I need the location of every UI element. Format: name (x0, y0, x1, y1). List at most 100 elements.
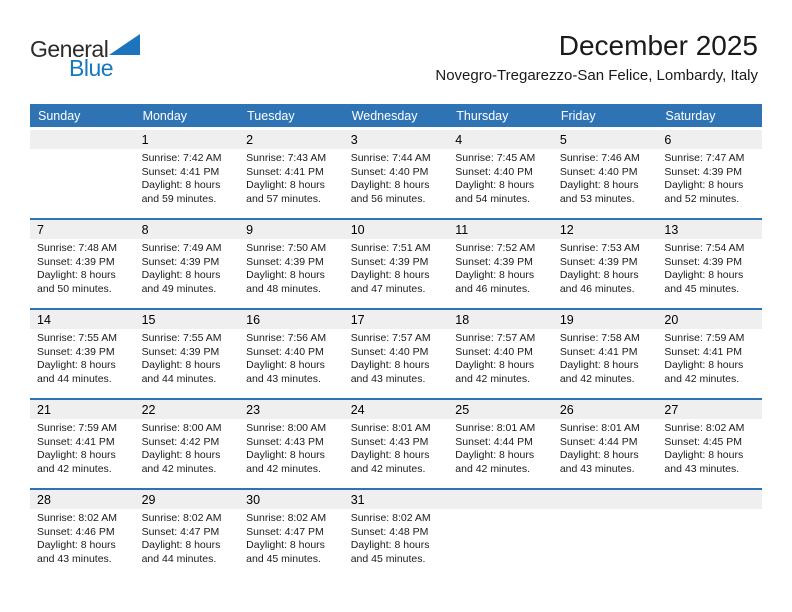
day-number (552, 490, 658, 509)
day-number: 20 (657, 310, 762, 329)
sunset-text: Sunset: 4:42 PM (141, 435, 220, 448)
daylight-text: Daylight: 8 hours and 49 minutes. (141, 269, 221, 295)
sunrise-text: Sunrise: 7:43 AM (246, 152, 327, 164)
weeks-container: 1 Sunrise: 7:42 AM Sunset: 4:41 PM Daylight… (30, 130, 762, 578)
daylight-text: Daylight: 8 hours and 45 minutes. (664, 269, 744, 295)
sunset-text: Sunset: 4:39 PM (246, 255, 324, 268)
sunset-text: Sunset: 4:43 PM (246, 435, 324, 448)
week-row-1: 1 Sunrise: 7:42 AM Sunset: 4:41 PM Daylight… (30, 130, 762, 218)
sunset-text: Sunset: 4:47 PM (141, 525, 220, 538)
logo-triangle-icon (109, 34, 141, 59)
week-row-3: 14 Sunrise: 7:55 AM Sunset: 4:39 PM Dayligh… (30, 308, 762, 398)
sunrise-text: Sunrise: 7:58 AM (559, 332, 640, 344)
day-number: 15 (134, 310, 240, 329)
daylight-text: Daylight: 8 hours and 43 minutes. (37, 539, 116, 565)
day-details: Sunrise: 8:02 AM Sunset: 4:46 PM Daylight:… (30, 509, 135, 576)
day-cell-23: 23 Sunrise: 8:00 AM Sunset: 4:43 PM Dayligh… (239, 400, 344, 488)
day-number: 3 (343, 130, 449, 149)
day-details: Sunrise: 8:00 AM Sunset: 4:43 PM Daylight:… (239, 419, 344, 486)
sunset-text: Sunset: 4:40 PM (455, 165, 533, 178)
weekday-header-thursday: Thursday (456, 108, 509, 123)
day-details: Sunrise: 7:48 AM Sunset: 4:39 PM Daylight:… (30, 239, 135, 306)
day-details: Sunrise: 7:55 AM Sunset: 4:39 PM Daylight:… (30, 329, 135, 396)
day-number: 12 (552, 220, 658, 239)
daylight-text: Daylight: 8 hours and 44 minutes. (37, 359, 116, 385)
day-details: Sunrise: 8:02 AM Sunset: 4:47 PM Daylight:… (135, 509, 240, 576)
sunset-text: Sunset: 4:44 PM (559, 435, 638, 448)
sunset-text: Sunset: 4:41 PM (246, 165, 324, 178)
day-details: Sunrise: 7:57 AM Sunset: 4:40 PM Daylight:… (344, 329, 449, 396)
day-details: Sunrise: 7:49 AM Sunset: 4:39 PM Daylight:… (135, 239, 240, 306)
day-details: Sunrise: 8:01 AM Sunset: 4:43 PM Daylight:… (344, 419, 449, 486)
day-cell-20: 20 Sunrise: 7:59 AM Sunset: 4:41 PM Dayligh… (657, 310, 762, 398)
day-number: 8 (134, 220, 240, 239)
day-details: Sunrise: 8:00 AM Sunset: 4:42 PM Daylight:… (135, 419, 240, 486)
day-number (657, 490, 762, 509)
sunrise-text: Sunrise: 8:01 AM (455, 422, 536, 434)
day-details: Sunrise: 8:02 AM Sunset: 4:47 PM Daylight:… (239, 509, 344, 576)
day-number: 16 (239, 310, 344, 329)
sunset-text: Sunset: 4:43 PM (350, 435, 429, 448)
daylight-text: Daylight: 8 hours and 45 minutes. (246, 539, 325, 565)
day-details: Sunrise: 7:51 AM Sunset: 4:39 PM Daylight:… (344, 239, 449, 306)
location-subtitle: Novegro-Tregarezzo-San Felice, Lombardy,… (435, 67, 758, 85)
sunset-text: Sunset: 4:41 PM (664, 345, 743, 358)
daylight-text: Daylight: 8 hours and 46 minutes. (455, 269, 535, 295)
sunrise-text: Sunrise: 7:50 AM (246, 242, 327, 254)
sunset-text: Sunset: 4:39 PM (455, 255, 533, 268)
week-row-5: 28 Sunrise: 8:02 AM Sunset: 4:46 PM Dayligh… (30, 488, 762, 578)
day-number: 14 (30, 310, 135, 329)
sunset-text: Sunset: 4:39 PM (141, 255, 220, 268)
sunrise-text: Sunrise: 8:00 AM (141, 422, 222, 434)
sunset-text: Sunset: 4:39 PM (37, 255, 115, 268)
day-cell-5: 5 Sunrise: 7:46 AM Sunset: 4:40 PM Daylight… (552, 130, 658, 218)
sunrise-text: Sunrise: 7:42 AM (141, 152, 222, 164)
sunset-text: Sunset: 4:39 PM (559, 255, 638, 268)
day-number: 6 (657, 130, 762, 149)
sunset-text: Sunset: 4:39 PM (37, 345, 115, 358)
sunset-text: Sunset: 4:40 PM (246, 345, 324, 358)
day-cell-27: 27 Sunrise: 8:02 AM Sunset: 4:45 PM Dayligh… (657, 400, 762, 488)
day-details: Sunrise: 7:55 AM Sunset: 4:39 PM Daylight:… (135, 329, 240, 396)
page-header: General Blue December 2025 Novegro-Trega… (0, 0, 792, 84)
day-cell-8: 8 Sunrise: 7:49 AM Sunset: 4:39 PM Daylight… (134, 220, 240, 308)
sunrise-text: Sunrise: 8:01 AM (559, 422, 640, 434)
sunrise-text: Sunrise: 7:55 AM (37, 332, 117, 344)
sunset-text: Sunset: 4:41 PM (141, 165, 220, 178)
sunrise-text: Sunrise: 7:46 AM (559, 152, 640, 164)
sunrise-text: Sunrise: 8:02 AM (37, 512, 117, 524)
day-number: 1 (134, 130, 240, 149)
weekday-header-row: Sunday Monday Tuesday Wednesday Thursday Frid… (30, 104, 762, 127)
daylight-text: Daylight: 8 hours and 48 minutes. (246, 269, 325, 295)
sunrise-text: Sunrise: 7:57 AM (350, 332, 431, 344)
daylight-text: Daylight: 8 hours and 42 minutes. (455, 359, 535, 385)
sunrise-text: Sunrise: 8:02 AM (141, 512, 222, 524)
day-details: Sunrise: 7:43 AM Sunset: 4:41 PM Daylight:… (239, 149, 344, 216)
sunrise-text: Sunrise: 7:48 AM (37, 242, 117, 254)
week-row-2: 7 Sunrise: 7:48 AM Sunset: 4:39 PM Daylight… (30, 218, 762, 308)
day-cell-12: 12 Sunrise: 7:53 AM Sunset: 4:39 PM Dayligh… (552, 220, 658, 308)
daylight-text: Daylight: 8 hours and 43 minutes. (664, 449, 744, 475)
day-number (448, 490, 553, 509)
sunset-text: Sunset: 4:44 PM (455, 435, 533, 448)
sunrise-text: Sunrise: 7:55 AM (141, 332, 222, 344)
sunset-text: Sunset: 4:48 PM (350, 525, 429, 538)
sunset-text: Sunset: 4:45 PM (664, 435, 743, 448)
day-number: 23 (239, 400, 344, 419)
day-details: Sunrise: 7:45 AM Sunset: 4:40 PM Daylight:… (448, 149, 553, 216)
day-details: Sunrise: 7:47 AM Sunset: 4:39 PM Daylight:… (657, 149, 762, 216)
day-details: Sunrise: 7:56 AM Sunset: 4:40 PM Daylight:… (239, 329, 344, 396)
daylight-text: Daylight: 8 hours and 42 minutes. (350, 449, 430, 475)
day-cell-2: 2 Sunrise: 7:43 AM Sunset: 4:41 PM Daylight… (239, 130, 344, 218)
daylight-text: Daylight: 8 hours and 44 minutes. (141, 359, 221, 385)
day-cell-28: 28 Sunrise: 8:02 AM Sunset: 4:46 PM Dayligh… (30, 490, 135, 578)
day-cell-19: 19 Sunrise: 7:58 AM Sunset: 4:41 PM Dayligh… (552, 310, 658, 398)
daylight-text: Daylight: 8 hours and 42 minutes. (246, 449, 325, 475)
calendar-table: Sunday Monday Tuesday Wednesday Thursday Frid… (30, 104, 762, 578)
week-row-4: 21 Sunrise: 7:59 AM Sunset: 4:41 PM Dayligh… (30, 398, 762, 488)
day-details: Sunrise: 8:02 AM Sunset: 4:45 PM Daylight:… (657, 419, 762, 486)
sunrise-text: Sunrise: 7:54 AM (664, 242, 745, 254)
day-cell-31: 31 Sunrise: 8:02 AM Sunset: 4:48 PM Dayligh… (343, 490, 449, 578)
daylight-text: Daylight: 8 hours and 50 minutes. (37, 269, 116, 295)
daylight-text: Daylight: 8 hours and 42 minutes. (455, 449, 535, 475)
